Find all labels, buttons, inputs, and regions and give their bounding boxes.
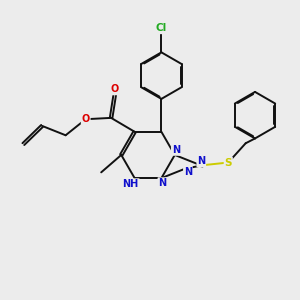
Text: O: O bbox=[111, 85, 119, 94]
Text: NH: NH bbox=[123, 179, 139, 189]
Text: N: N bbox=[158, 178, 166, 188]
Text: N: N bbox=[172, 145, 180, 155]
Text: O: O bbox=[82, 114, 90, 124]
Text: Cl: Cl bbox=[156, 23, 167, 33]
Text: S: S bbox=[224, 158, 232, 167]
Text: N: N bbox=[184, 167, 192, 177]
Text: N: N bbox=[197, 156, 205, 166]
